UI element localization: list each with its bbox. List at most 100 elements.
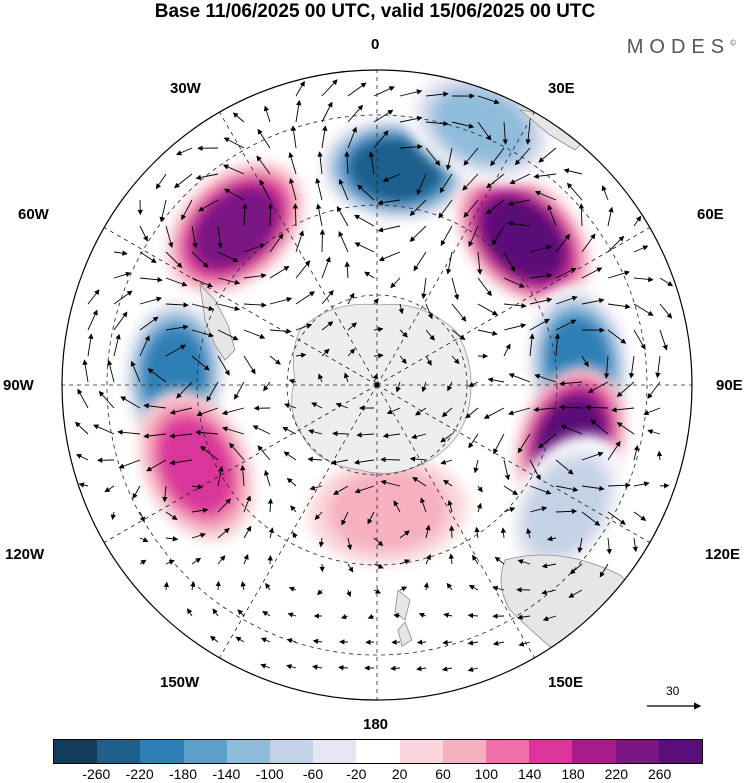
lon-label-150e: 150E <box>548 674 584 691</box>
wind-arrow <box>87 333 94 357</box>
wind-arrow <box>165 225 174 249</box>
wind-arrow <box>243 329 266 339</box>
wind-arrow <box>191 532 206 539</box>
wind-arrow <box>541 563 557 569</box>
wind-arrow <box>529 459 541 481</box>
wind-arrow <box>283 403 297 409</box>
colorbar-swatch <box>183 740 227 763</box>
wind-arrow <box>165 344 186 357</box>
wind-arrow <box>224 188 245 201</box>
wind-arrow <box>282 427 297 435</box>
wind-arrow <box>373 537 384 547</box>
wind-arrow <box>169 433 193 439</box>
wind-arrow <box>503 507 516 513</box>
wind-arrow <box>235 636 245 643</box>
wind-arrow <box>195 173 219 181</box>
wind-arrow <box>409 225 427 242</box>
wind-arrow <box>425 355 432 366</box>
colorbar-ticks: -260 -220 -180 -140 -100 -60 -20 20 60 100 140 180 2… <box>0 766 750 783</box>
wind-arrow <box>317 151 323 175</box>
wind-arrow <box>451 303 467 322</box>
wind-arrow <box>268 527 274 539</box>
wind-arrow <box>477 95 500 105</box>
wind-arrow <box>269 296 293 305</box>
wind-arrow <box>399 144 423 150</box>
wind-arrow <box>577 537 583 554</box>
wind-arrow <box>412 477 427 487</box>
colorbar-swatch <box>615 740 659 763</box>
wind-arrow <box>321 101 333 123</box>
wind-arrow <box>173 173 193 189</box>
wind-arrow <box>659 277 674 287</box>
wind-arrow <box>120 396 141 409</box>
wind-arrow <box>440 459 453 465</box>
wind-arrow <box>382 432 401 439</box>
wind-arrow <box>198 199 219 212</box>
wind-arrow <box>425 329 435 341</box>
wind-arrow <box>330 459 349 466</box>
wind-arrow <box>425 524 431 539</box>
wind-arrow <box>529 245 553 253</box>
wind-arrow <box>256 155 271 175</box>
wind-arrow <box>447 499 453 513</box>
wind-arrow <box>507 199 531 207</box>
wind-arrow <box>312 664 323 670</box>
polar-map <box>61 69 702 710</box>
wind-arrow <box>217 555 226 565</box>
wind-arrow <box>555 508 578 515</box>
wind-arrow <box>288 152 297 175</box>
wind-arrow <box>319 229 326 253</box>
wind-arrow <box>217 498 231 513</box>
wind-arrow <box>509 173 531 185</box>
wind-arrow <box>113 271 132 279</box>
lon-label-90w: 90W <box>3 377 34 394</box>
wind-arrow <box>237 609 245 617</box>
wind-arrow <box>165 277 188 287</box>
wind-arrow <box>476 502 482 513</box>
wind-arrow <box>234 381 245 400</box>
wind-arrow <box>316 203 323 227</box>
wind-arrow <box>477 277 492 297</box>
wind-arrow <box>318 537 325 548</box>
wind-arrow <box>259 179 271 201</box>
wind-arrow <box>265 582 271 591</box>
wind-arrow <box>445 147 453 171</box>
wind-arrow <box>243 525 252 539</box>
wind-arrow <box>494 556 505 565</box>
wind-arrow <box>559 380 583 387</box>
wind-arrow <box>139 511 145 523</box>
wind-arrow <box>190 581 196 591</box>
wind-arrow <box>468 225 479 247</box>
wind-arrow <box>525 121 531 145</box>
colorbar-tick-label: -100 <box>255 766 284 782</box>
wind-arrow <box>269 266 290 279</box>
wind-arrow <box>503 459 511 481</box>
wind-arrow <box>343 372 350 383</box>
wind-arrow <box>546 536 557 542</box>
map-border <box>61 69 693 701</box>
wind-arrow <box>118 459 141 469</box>
anomaly-ridge-upper-right <box>455 170 592 307</box>
wind-arrow <box>344 151 350 175</box>
wind-arrow <box>425 120 449 127</box>
wind-arrow <box>448 525 455 539</box>
wind-arrow <box>382 173 401 182</box>
wind-arrow <box>606 537 612 555</box>
wind-arrow <box>607 511 626 525</box>
wind-arrow <box>354 242 375 253</box>
wind-arrow <box>607 235 625 253</box>
latitude-circle <box>106 114 648 656</box>
wind-arrow <box>529 272 553 279</box>
wind-arrow <box>267 498 274 513</box>
wind-arrow <box>260 637 271 643</box>
wind-arrow <box>503 485 519 496</box>
wind-arrow <box>335 402 349 409</box>
wind-arrow <box>232 112 245 123</box>
wind-arrow <box>425 554 431 565</box>
wind-arrow <box>130 360 141 383</box>
wind-arrow <box>425 303 433 320</box>
wind-arrow <box>655 355 661 379</box>
wind-arrow <box>447 381 453 392</box>
wind-arrow <box>656 450 663 461</box>
wind-arrow <box>632 537 638 553</box>
